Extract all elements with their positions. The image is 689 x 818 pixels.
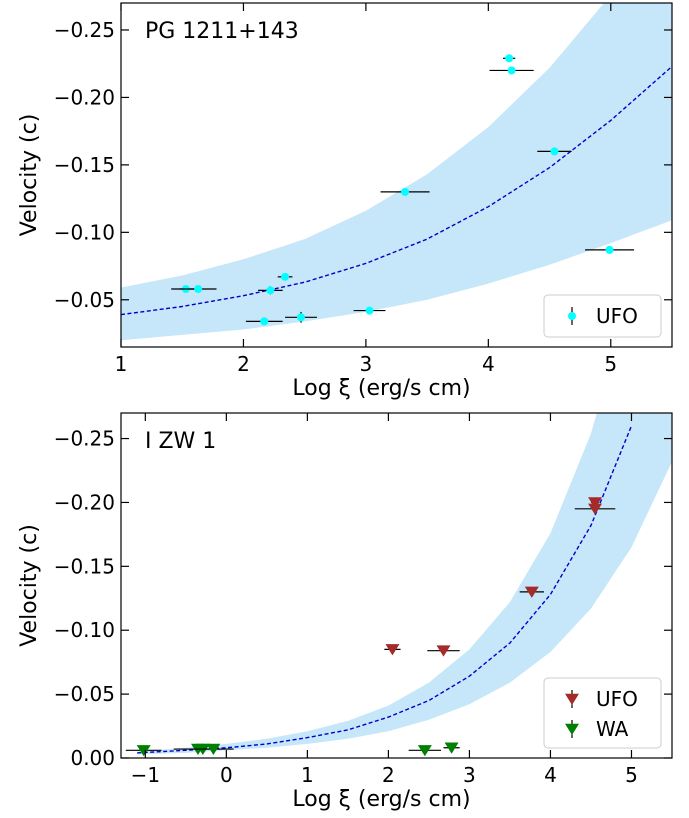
legend-marker [565,693,579,705]
data-point [436,645,451,657]
y-tick-label: −0.10 [54,618,115,642]
y-tick-label: −0.20 [54,85,115,109]
series-wa [125,742,460,757]
x-tick-label: 2 [382,763,395,787]
data-point [550,147,559,156]
x-tick-label: 2 [237,352,250,376]
y-axis-label: Velocity (c) [17,114,42,237]
confidence-band [121,3,672,341]
data-point [417,745,432,757]
y-tick-label: −0.25 [54,18,115,42]
plot-area [121,3,672,341]
x-axis-label: Log ξ (erg/s cm) [292,376,470,401]
x-tick-label: 1 [115,352,128,376]
data-point [588,497,603,509]
y-tick-label: −0.25 [54,427,115,451]
x-tick-label: 3 [463,763,476,787]
chart-panel-2: −1 0 1 2 3 4 5 0.00 −0.05 −0.10 −0.15 −0.20 −0.25 Log… [17,412,673,812]
data-point [605,245,614,254]
plot-area [125,413,672,757]
chart-panel-1: 1 2 3 4 5 −0.05 −0.10 −0.15 −0.20 −0.25 Log ξ (erg… [17,2,673,401]
data-point [281,272,290,281]
series-ufo [171,54,635,326]
data-point [296,313,305,322]
x-tick-label: 5 [625,763,638,787]
legend-marker [568,312,576,320]
x-tick-label: 5 [604,352,617,376]
data-point [401,187,410,196]
y-tick-label: −0.05 [54,682,115,706]
panel-title: I ZW 1 [145,429,216,454]
data-point [136,745,151,757]
legend-label: UFO [596,687,638,711]
y-tick-label: −0.15 [54,153,115,177]
y-axis-label: Velocity (c) [17,524,42,647]
legend: UFO WA [543,677,662,749]
panel-title: PG 1211+143 [145,19,299,44]
confidence-band [137,413,672,755]
legend: UFO [543,294,662,338]
data-point [507,66,516,75]
data-point [266,286,275,295]
legend-label: UFO [596,304,638,328]
data-point [588,503,603,515]
data-point [385,644,400,656]
legend-marker [565,723,579,735]
data-point [194,284,203,293]
plot-frame [120,2,673,348]
data-point [505,54,514,63]
fit-line [137,425,633,754]
x-tick-label: 0 [220,763,233,787]
legend-box [543,294,662,338]
y-tick-label: −0.20 [54,490,115,514]
data-point [260,317,269,326]
x-tick-label: 4 [544,763,557,787]
x-tick-label: 1 [301,763,314,787]
x-tick-label: 4 [482,352,495,376]
y-tick-label: −0.10 [54,220,115,244]
y-tick-label: 0.00 [70,746,115,770]
plot-frame [120,412,673,759]
legend-label: WA [596,717,629,741]
data-point [444,742,459,754]
y-tick-label: −0.15 [54,554,115,578]
series-ufo [384,497,616,657]
data-point [365,306,374,315]
x-tick-label: 3 [360,352,373,376]
y-tick-label: −0.05 [54,288,115,312]
data-point [524,586,539,598]
fit-line [121,65,672,316]
x-axis-label: Log ξ (erg/s cm) [292,787,470,812]
data-point [206,743,221,756]
x-tick-label: −1 [131,763,160,787]
